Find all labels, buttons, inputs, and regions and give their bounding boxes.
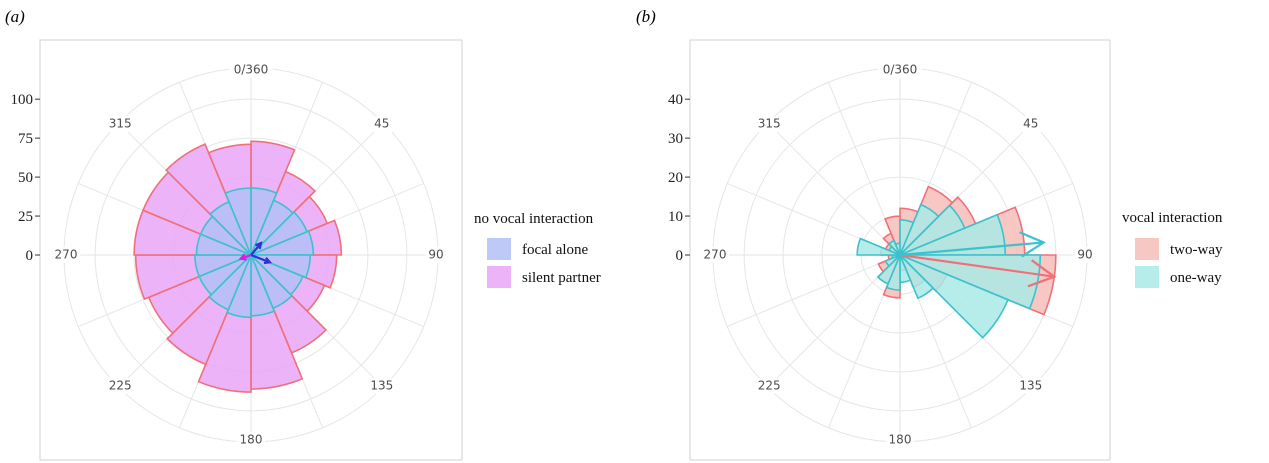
radial-tick-label: 25 [18,209,33,225]
mean-vector-head [263,257,273,265]
panel-a-legend: no vocal interaction focal alone silent p… [474,211,601,288]
panel-b: (b) 0/360 45 90 135 180 225 270 315 0 10 20 30 40 v… [636,7,1223,461]
angle-label-backdrop [236,432,266,448]
legend-label: focal alone [522,242,589,258]
legend-swatch [1135,266,1159,288]
angle-label-backdrop [700,247,730,263]
grid-spoke [727,254,901,328]
radial-tick-label: 40 [668,92,683,108]
angle-label-backdrop [878,62,922,78]
angle-label-backdrop [1016,377,1046,394]
radial-tick-label: 30 [668,131,683,147]
angle-label: 90 [1077,248,1092,262]
angle-label-backdrop [425,247,447,263]
angle-label-backdrop [754,377,784,394]
angle-label: 315 [109,117,132,131]
panel-a-mean-vectors [238,241,273,265]
angle-label-backdrop [51,247,81,263]
mean-vector-head [238,253,247,261]
bar-one-way-9 [876,254,901,285]
angle-label: 135 [370,378,393,392]
legend-swatch [487,266,511,288]
angle-label: 225 [109,378,132,392]
angle-label-backdrop [229,62,273,78]
legend-swatch [487,238,511,260]
angle-label: 135 [1019,378,1042,392]
angle-label: 315 [758,117,781,131]
bar-one-way-6 [899,254,935,300]
angle-label-backdrop [105,377,135,394]
mean-vector-head [1027,259,1057,288]
angle-label: 90 [428,248,443,262]
panel-b-radial-ticks: 0 10 20 30 40 [668,92,690,264]
panel-b-mean-vectors [899,231,1057,288]
mean-vector-head [255,241,263,250]
grid-spoke [767,122,901,256]
series-one-way [856,203,1042,339]
panel-a-angle-labels: 0/360 45 90 135 180 225 270 315 [51,62,447,448]
radial-tick-label: 50 [18,170,33,186]
panel-b-legend: vocal interaction two-way one-way [1122,210,1223,288]
legend-label: one-way [1170,270,1222,286]
panel-b-label: (b) [636,7,656,26]
legend-swatch [1135,238,1159,260]
panel-b-legend-title: vocal interaction [1122,210,1223,226]
mean-vector-head [1019,231,1046,258]
angle-label: 270 [704,248,727,262]
bar-one-way-5 [899,254,1010,339]
bar-one-way-15 [894,242,901,256]
panel-b-bars [856,185,1057,339]
radial-tick-label: 10 [668,209,683,225]
mean-vector [899,253,1055,278]
series-focal-alone [194,187,315,319]
bar-focal-alone-15 [224,187,252,256]
angle-label-backdrop [754,116,784,133]
radial-tick-label: 20 [668,170,683,186]
mean-vector [899,241,1044,257]
panel-a-radial-ticks: 0 25 50 75 100 [11,92,40,264]
bar-focal-alone-9 [207,254,252,311]
mean-vector [250,253,271,264]
angle-label-backdrop [1020,116,1042,133]
radial-tick-label: 75 [18,131,33,147]
angle-label-backdrop [105,116,135,133]
panel-a-label: (a) [5,7,25,26]
angle-label: 270 [55,248,78,262]
angle-label-backdrop [367,377,397,394]
angle-label: 0/360 [234,63,269,77]
angle-label-backdrop [885,432,915,448]
angle-label-backdrop [371,116,393,133]
angle-label: 0/360 [883,63,918,77]
panel-a-bars [133,140,343,393]
mean-vector [250,242,262,256]
bar-focal-alone-3 [250,230,315,256]
angle-label: 180 [240,433,263,447]
radial-tick-label: 0 [26,248,34,264]
angle-label: 225 [758,378,781,392]
radial-tick-label: 0 [676,248,684,264]
legend-label: silent partner [522,270,601,286]
angle-label: 45 [374,117,389,131]
panel-a-legend-title: no vocal interaction [474,211,594,227]
legend-label: two-way [1170,242,1223,258]
bar-focal-alone-11 [194,254,252,278]
bar-one-way-14 [887,239,901,256]
angle-label: 180 [889,433,912,447]
angle-label: 45 [1023,117,1038,131]
radial-tick-label: 100 [11,92,34,108]
bar-one-way-10 [884,254,901,268]
panel-b-angle-labels: 0/360 45 90 135 180 225 270 315 [700,62,1096,448]
angle-label-backdrop [1074,247,1096,263]
